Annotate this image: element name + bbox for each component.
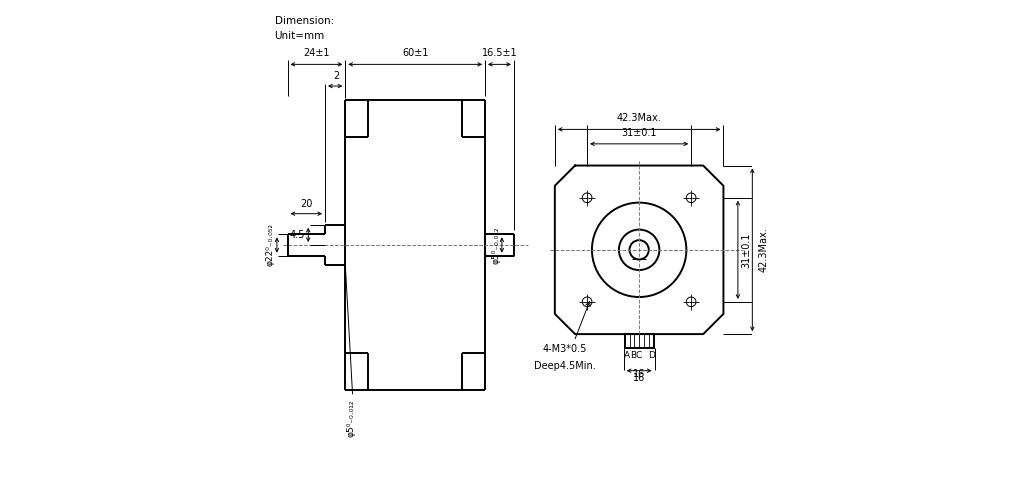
Text: 4-M3*0.5: 4-M3*0.5 bbox=[542, 344, 586, 354]
Text: Unit=mm: Unit=mm bbox=[274, 31, 324, 41]
Bar bbox=[625, 334, 654, 347]
Text: 31±0.1: 31±0.1 bbox=[742, 232, 752, 268]
Text: 16: 16 bbox=[633, 373, 646, 383]
Text: 60±1: 60±1 bbox=[402, 48, 429, 58]
Text: 42.3Max.: 42.3Max. bbox=[758, 227, 768, 272]
Text: D: D bbox=[648, 351, 655, 361]
Text: A: A bbox=[624, 351, 630, 361]
Text: 16.5±1: 16.5±1 bbox=[482, 48, 518, 58]
Text: 24±1: 24±1 bbox=[303, 48, 329, 58]
Text: 16: 16 bbox=[633, 369, 646, 379]
Text: φ5⁰₋₀.₀₁₂: φ5⁰₋₀.₀₁₂ bbox=[491, 226, 500, 264]
Text: Dimension:: Dimension: bbox=[274, 16, 333, 26]
Text: BC: BC bbox=[630, 351, 642, 361]
Text: φ22⁰₋₀.₀₅₂: φ22⁰₋₀.₀₅₂ bbox=[265, 223, 274, 267]
Text: 4.5: 4.5 bbox=[290, 230, 305, 240]
Text: 31±0.1: 31±0.1 bbox=[621, 127, 657, 138]
Text: 2: 2 bbox=[333, 71, 340, 81]
Text: Deep4.5Min.: Deep4.5Min. bbox=[534, 361, 595, 370]
Text: 20: 20 bbox=[300, 199, 312, 209]
Text: 42.3Max.: 42.3Max. bbox=[617, 113, 662, 123]
Text: φ5⁰₋₀.₀₁₂: φ5⁰₋₀.₀₁₂ bbox=[346, 399, 355, 437]
